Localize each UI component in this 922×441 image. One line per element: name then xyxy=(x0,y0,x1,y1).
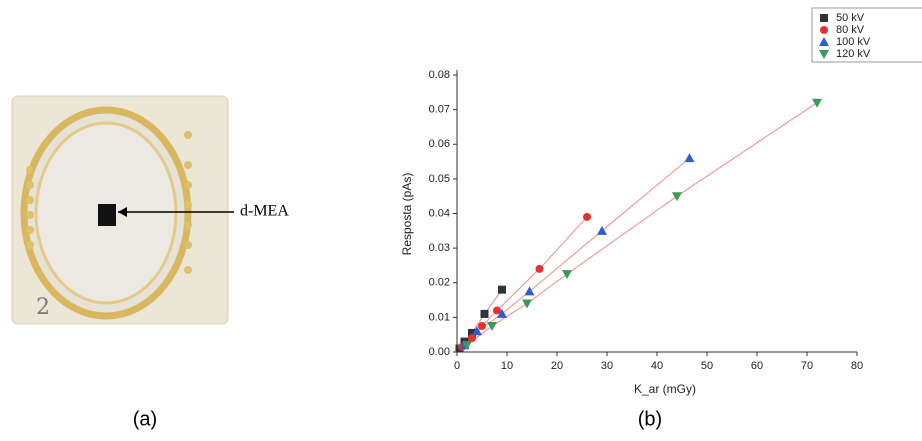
point xyxy=(535,264,544,273)
label: d-MEA xyxy=(240,203,289,220)
y-tick-label: 0.08 xyxy=(429,69,450,81)
x-tick-label: 80 xyxy=(851,360,863,372)
y-tick-label: 0.02 xyxy=(429,277,450,289)
point xyxy=(684,153,695,163)
point xyxy=(524,286,535,296)
legend-marker xyxy=(819,37,829,46)
legend-marker xyxy=(820,26,828,34)
arrow-head xyxy=(118,207,127,217)
y-tick-label: 0.01 xyxy=(429,311,450,323)
x-tick-label: 60 xyxy=(751,360,763,372)
legend-label: 100 kV xyxy=(836,36,871,48)
point xyxy=(468,328,476,337)
y-tick-label: 0.03 xyxy=(429,242,450,254)
point xyxy=(487,322,497,332)
point xyxy=(462,341,472,351)
legend-marker xyxy=(819,50,829,59)
y-tick-label: 0.06 xyxy=(429,138,450,150)
point xyxy=(497,308,507,318)
x-tick-label: 20 xyxy=(551,360,563,372)
y-tick-label: 0.05 xyxy=(429,173,450,185)
point xyxy=(583,212,591,221)
legend-label: 120 kV xyxy=(836,48,871,60)
point xyxy=(480,309,489,318)
point xyxy=(478,322,486,331)
legend xyxy=(811,7,922,63)
point xyxy=(562,270,572,280)
point xyxy=(493,306,501,315)
point xyxy=(812,98,822,108)
x-tick-label: 50 xyxy=(701,360,713,372)
y-tick-label: 0.07 xyxy=(429,104,450,116)
caption: (a) xyxy=(133,408,157,430)
y-axis-title: Resposta (pAs) xyxy=(400,173,414,256)
fit-line xyxy=(466,102,818,346)
photo: 2 d-MEA (a) xyxy=(11,95,289,430)
mark: 2 xyxy=(36,295,50,320)
x-tick-label: 70 xyxy=(801,360,813,372)
point xyxy=(672,192,682,202)
x-tick-label: 10 xyxy=(501,360,513,372)
point xyxy=(472,326,482,336)
y-tick-label: 0.00 xyxy=(429,346,450,358)
pads xyxy=(26,131,192,274)
plot: 0.00 0.01 0.02 0.03 0.04 0.05 0.06 0.07 0.08 0 10 2… xyxy=(429,7,922,372)
point xyxy=(498,285,506,294)
x-tick-label: 0 xyxy=(454,360,460,372)
chip xyxy=(98,204,116,226)
x-tick-label: 40 xyxy=(651,360,663,372)
point xyxy=(522,299,532,309)
point xyxy=(468,334,476,343)
x-tick-label: 30 xyxy=(601,360,613,372)
point xyxy=(597,225,607,235)
legend-label: 50 kV xyxy=(836,12,865,24)
x-axis-title: K_ar (mGy) xyxy=(634,382,696,396)
caption: (b) xyxy=(638,408,662,430)
legend-label: 80 kV xyxy=(836,24,865,36)
y-tick-label: 0.04 xyxy=(429,207,450,219)
legend-marker xyxy=(820,14,828,22)
